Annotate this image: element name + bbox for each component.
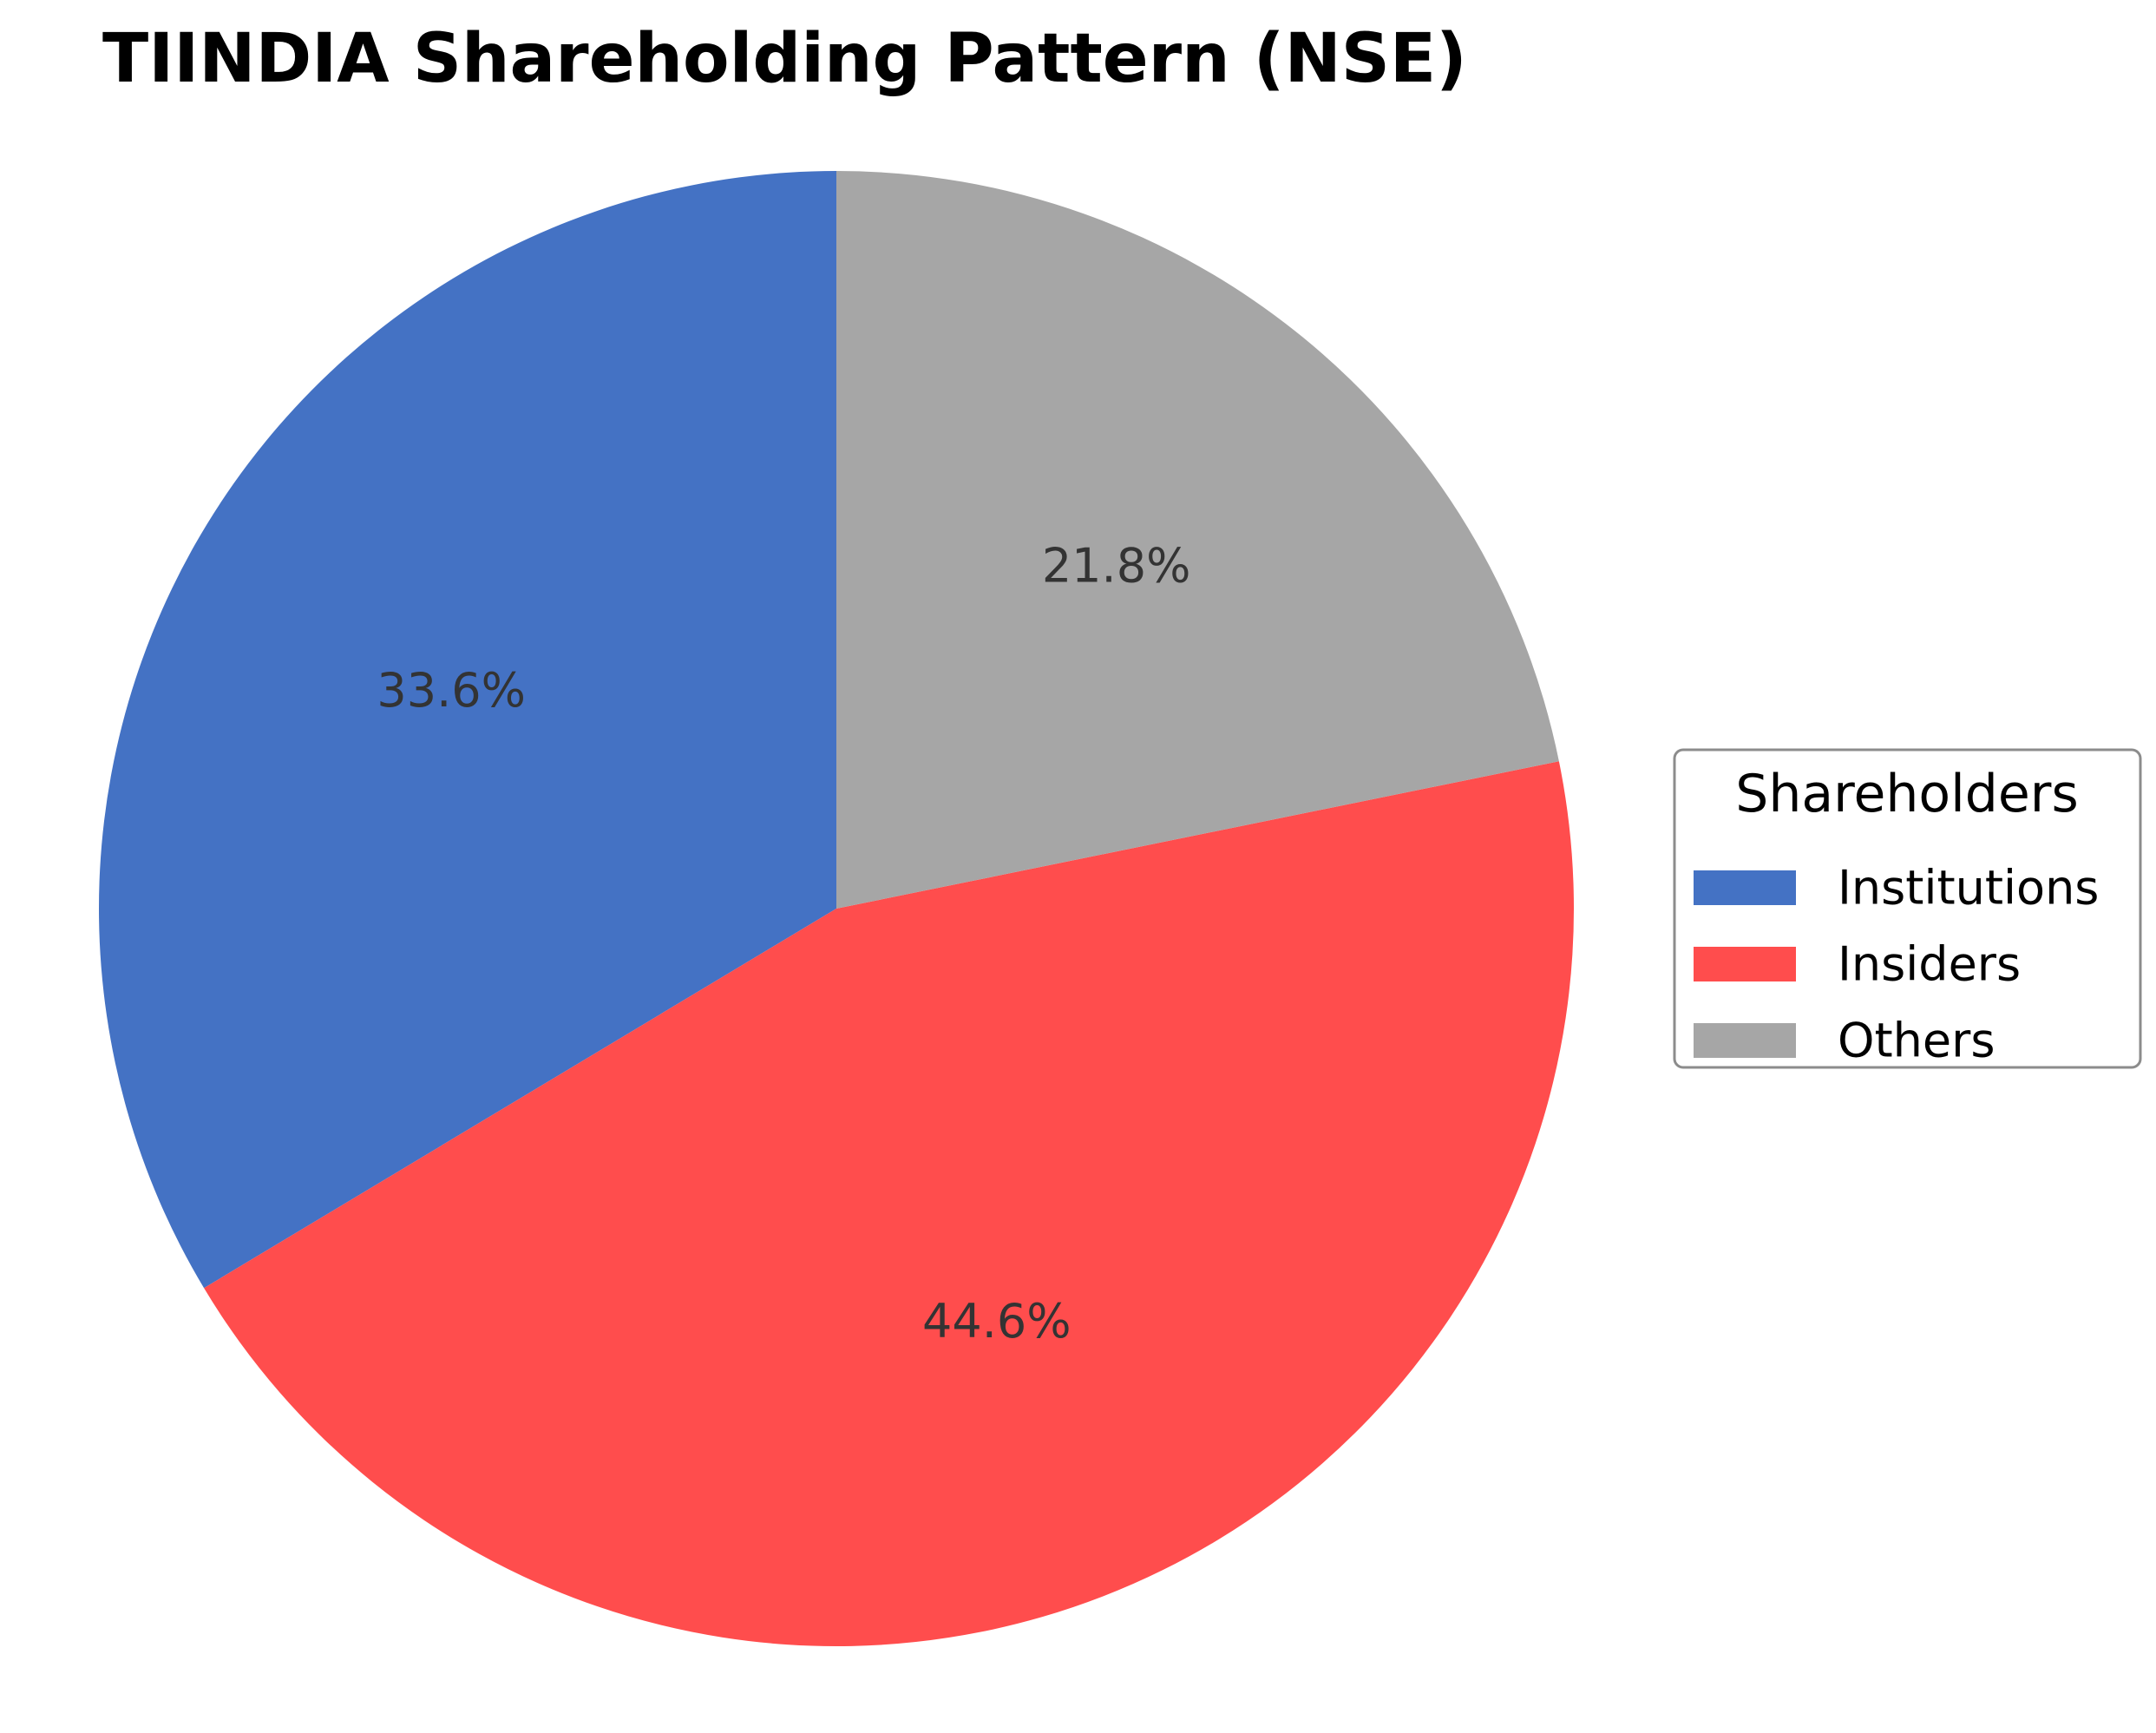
legend-label-others: Others [1838,1014,1995,1068]
legend-title: Shareholders [1735,764,2078,824]
legend-items: Institutions Insiders Others [1694,861,2099,1068]
pie-slices [98,171,1575,1647]
slice-label-insiders: 44.6% [922,1294,1071,1349]
legend-frame [1673,748,2142,1069]
pie-slice-insiders [204,761,1575,1647]
chart-title: TIINDIA Shareholding Pattern (NSE) [102,20,1467,98]
slice-label-others: 21.8% [1042,539,1191,594]
legend-label-insiders: Insiders [1838,937,2021,992]
pie-slice-institutions [98,171,837,1289]
legend-swatch-others [1694,1023,1796,1058]
pie-slice-others [836,171,1559,909]
legend-swatch-institutions [1694,870,1796,905]
legend-swatch-insiders [1694,947,1796,981]
legend-label-institutions: Institutions [1838,861,2099,916]
pie-slice-labels: 33.6% 44.6% 21.8% [377,539,1190,1349]
legend: Shareholders Institutions Insiders Others [1673,748,2142,1069]
slice-label-institutions: 33.6% [377,663,526,718]
